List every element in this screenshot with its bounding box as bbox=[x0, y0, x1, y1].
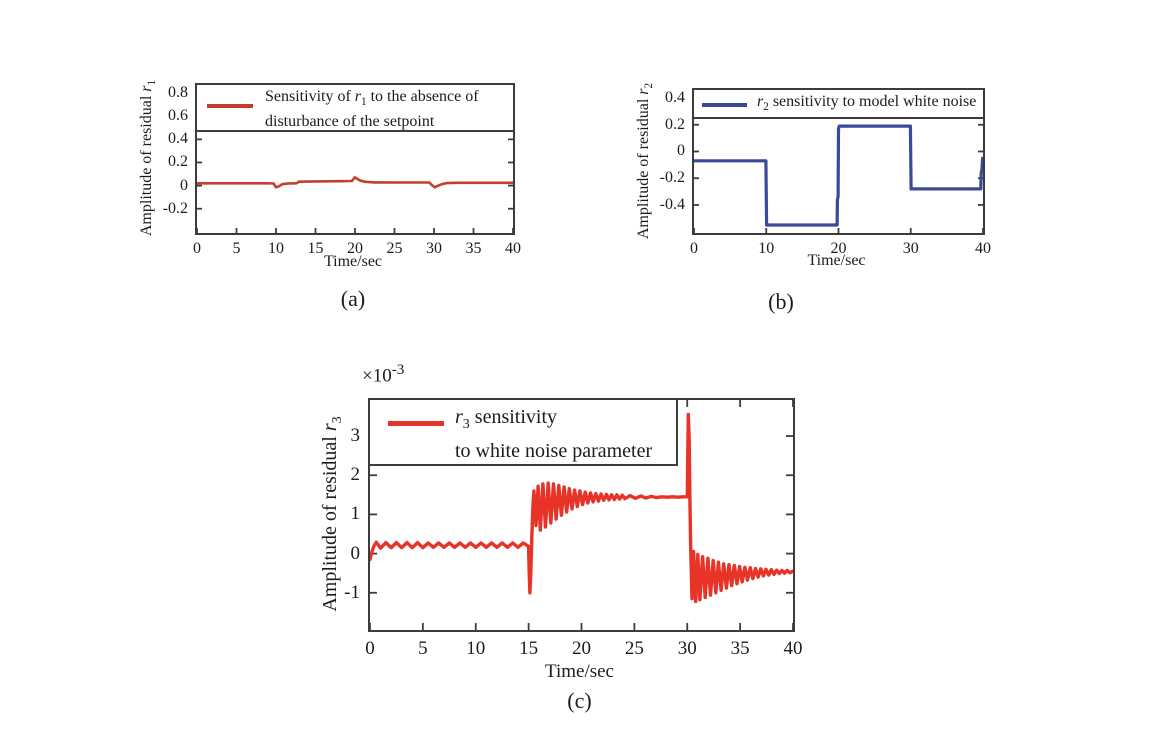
x-tick-label: 5 bbox=[418, 638, 428, 659]
y-tick-label: 1 bbox=[350, 503, 361, 525]
legend-text: r2 sensitivity to model white noise bbox=[757, 92, 977, 115]
x-tick-label: 30 bbox=[677, 638, 697, 659]
x-tick-label: 15 bbox=[307, 240, 324, 257]
x-tick-label: 40 bbox=[783, 638, 803, 659]
legend-line-swatch bbox=[702, 102, 747, 107]
y-tick-label: 0.4 bbox=[168, 130, 188, 148]
series-line-b bbox=[694, 124, 983, 227]
y-axis-label-text: Amplitude of residual bbox=[635, 94, 652, 240]
y-tick-label: 0 bbox=[350, 542, 361, 564]
x-tick-label: 10 bbox=[268, 240, 284, 257]
subfigure-caption-a: (a) bbox=[340, 286, 366, 311]
x-tick-label: 20 bbox=[347, 240, 363, 257]
y-axis-exponent-label: ×10-3 bbox=[362, 361, 404, 387]
legend-line1-post: sensitivity bbox=[469, 406, 558, 428]
x-tick-label: 0 bbox=[365, 638, 375, 659]
y-tick-label: 0.2 bbox=[665, 115, 685, 133]
x-tick-label: 15 bbox=[519, 638, 539, 659]
series-line-a bbox=[197, 176, 513, 189]
x-tick-label: 30 bbox=[902, 240, 919, 257]
y-tick-label: 3 bbox=[350, 425, 361, 447]
plot-area-b: r2 sensitivity to model white noise bbox=[692, 88, 985, 235]
y-axis-label-sub: 2 bbox=[643, 82, 656, 89]
legend-var-sub: 1 bbox=[361, 96, 367, 109]
x-tick-label: 10 bbox=[466, 638, 486, 659]
x-tick-label: 35 bbox=[730, 638, 750, 659]
subfigure-caption-c: (c) bbox=[567, 688, 592, 713]
x-tick-label: 25 bbox=[624, 638, 644, 659]
legend-text: r3 sensitivity to white noise parameter bbox=[455, 404, 652, 465]
y-tick-label: -0.2 bbox=[162, 199, 188, 217]
legend-line2: disturbance of the setpoint bbox=[265, 113, 435, 131]
legend-var: r bbox=[354, 88, 362, 105]
chart-a-residual-r1: Amplitude of residual r1 Sensitivity of … bbox=[130, 70, 570, 325]
legend-line-swatch bbox=[388, 421, 444, 426]
series-line-c bbox=[370, 412, 793, 604]
x-axis-label: Time/sec bbox=[545, 661, 614, 682]
legend-a: Sensitivity of r1 to the absence of dist… bbox=[197, 85, 513, 132]
x-tick-label: 25 bbox=[386, 240, 403, 257]
exponent-power: -3 bbox=[391, 361, 405, 378]
y-axis-label-sub: 3 bbox=[330, 416, 345, 424]
legend-line1-post: sensitivity to model white noise bbox=[768, 92, 977, 110]
y-axis-label-var: r bbox=[635, 88, 652, 95]
subfigure-caption-b: (b) bbox=[768, 289, 794, 314]
x-tick-label: 35 bbox=[465, 240, 482, 257]
legend-line2: to white noise parameter bbox=[455, 440, 653, 462]
exponent-base: ×10 bbox=[362, 365, 392, 387]
legend-var: r bbox=[757, 92, 764, 110]
y-axis-label-text: Amplitude of residual bbox=[138, 91, 155, 237]
x-tick-label: 40 bbox=[505, 240, 521, 257]
x-tick-label: 10 bbox=[758, 240, 775, 257]
legend-line1-post: to the absence of bbox=[366, 88, 479, 105]
y-axis-label: Amplitude of residual r2 bbox=[635, 76, 656, 246]
y-tick-label: 0.6 bbox=[168, 107, 188, 125]
y-axis-label: Amplitude of residual r3 bbox=[319, 389, 345, 639]
y-tick-label: 0.8 bbox=[168, 84, 188, 102]
x-tick-label: 40 bbox=[975, 240, 991, 257]
plot-area-c: r3 sensitivity to white noise parameter bbox=[368, 398, 795, 632]
y-tick-label: 0 bbox=[180, 176, 188, 194]
y-tick-label: 0.4 bbox=[665, 89, 685, 107]
legend-var-sub: 3 bbox=[462, 417, 470, 432]
y-tick-label: 0.2 bbox=[168, 153, 188, 171]
y-axis-label-text: Amplitude of residual bbox=[319, 431, 341, 612]
legend-var-sub: 2 bbox=[763, 101, 769, 114]
legend-text: Sensitivity of r1 to the absence of dist… bbox=[265, 87, 479, 131]
x-tick-label: 20 bbox=[830, 240, 847, 257]
x-tick-label: 0 bbox=[690, 240, 698, 257]
legend-var: r bbox=[455, 406, 463, 428]
y-axis-label-sub: 1 bbox=[146, 79, 159, 86]
legend-c: r3 sensitivity to white noise parameter bbox=[370, 400, 678, 466]
x-tick-label: 30 bbox=[426, 240, 442, 257]
x-tick-label: 5 bbox=[232, 240, 241, 257]
y-axis-label-var: r bbox=[319, 423, 341, 432]
y-tick-label: -1 bbox=[344, 581, 360, 603]
y-tick-label: -0.4 bbox=[659, 195, 685, 213]
x-axis-label: Time/sec bbox=[323, 253, 383, 270]
chart-c-residual-r3: ×10-3 Amplitude of residual r3 r3 sensit… bbox=[300, 355, 860, 740]
legend-line1-pre: Sensitivity of bbox=[265, 88, 355, 105]
y-tick-label: 2 bbox=[350, 464, 361, 486]
plot-area-a: Sensitivity of r1 to the absence of dist… bbox=[195, 83, 515, 235]
y-tick-label: -0.2 bbox=[659, 169, 685, 187]
legend-b: r2 sensitivity to model white noise bbox=[694, 90, 983, 119]
x-tick-label: 20 bbox=[572, 638, 591, 659]
chart-b-residual-r2: Amplitude of residual r2 r2 sensitivity … bbox=[630, 70, 1070, 325]
y-tick-label: 0 bbox=[677, 142, 685, 160]
x-tick-label: 0 bbox=[193, 240, 201, 257]
x-axis-label: Time/sec bbox=[807, 252, 866, 269]
y-axis-label: Amplitude of residual r1 bbox=[138, 73, 159, 243]
y-axis-label-var: r bbox=[138, 85, 155, 92]
legend-line-swatch bbox=[207, 104, 253, 108]
